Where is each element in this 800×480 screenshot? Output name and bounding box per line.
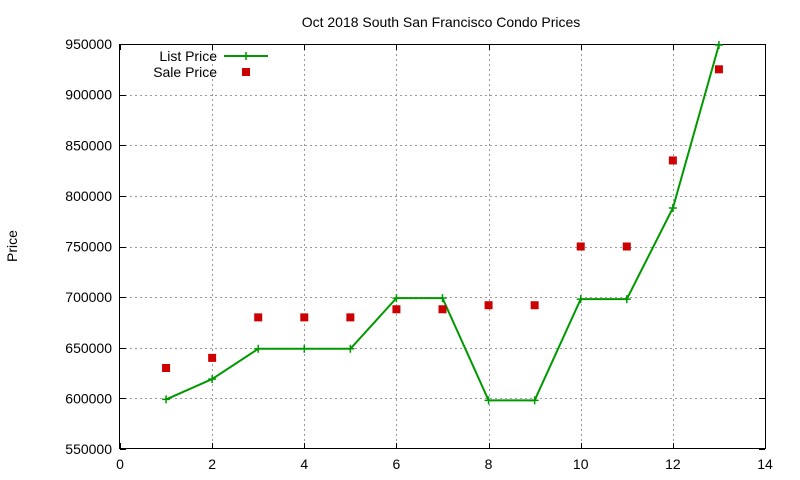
x-tick-label: 0 xyxy=(116,456,124,472)
sale-price-point xyxy=(714,65,723,74)
legend-swatch-marker xyxy=(242,68,250,76)
sale-price-point xyxy=(530,301,539,310)
list-price-point xyxy=(622,295,631,304)
list-price-line xyxy=(165,44,720,402)
x-tick-label: 10 xyxy=(573,456,589,472)
list-price-point xyxy=(438,294,447,303)
grid-lines xyxy=(120,44,765,449)
sale-price-point xyxy=(208,353,217,362)
y-tick-label: 800000 xyxy=(65,188,112,204)
y-tick-label: 750000 xyxy=(65,239,112,255)
x-tick-label: 12 xyxy=(665,456,681,472)
sale-price-point xyxy=(622,242,631,251)
sale-price-point xyxy=(392,305,401,314)
y-tick-label: 900000 xyxy=(65,87,112,103)
sale-price-point xyxy=(162,364,171,372)
sale-price-point xyxy=(346,313,355,322)
list-price-point xyxy=(300,344,309,353)
x-tick-label: 14 xyxy=(757,456,773,472)
y-tick-label: 850000 xyxy=(65,137,112,153)
y-axis-label: Price xyxy=(4,230,20,262)
legend-label: Sale Price xyxy=(153,64,217,80)
list-price-point xyxy=(162,395,171,404)
sale-price-point xyxy=(484,301,493,310)
x-tick-label: 6 xyxy=(393,456,401,472)
legend-label: List Price xyxy=(159,48,217,64)
legend-swatch-marker xyxy=(242,52,250,60)
list-price-point xyxy=(484,396,493,405)
list-price-point xyxy=(530,396,539,405)
list-price-point xyxy=(208,375,217,384)
x-tick-label: 8 xyxy=(485,456,493,472)
axis-ticks: 0 2 4 6 8 10 12 14 550000 600000 650000 700000 75000… xyxy=(65,36,773,472)
list-price-point xyxy=(714,41,723,50)
y-tick-label: 700000 xyxy=(65,289,112,305)
series-layer xyxy=(162,41,723,405)
list-price-point xyxy=(668,204,677,213)
y-tick-label: 650000 xyxy=(65,340,112,356)
y-tick-label: 950000 xyxy=(65,36,112,52)
list-price-point xyxy=(392,294,401,303)
sale-price-point xyxy=(300,313,309,322)
list-price-point xyxy=(254,344,263,353)
plot-frame xyxy=(119,44,766,449)
list-price-point xyxy=(576,295,585,304)
x-tick-label: 4 xyxy=(300,456,308,472)
list-price-point xyxy=(346,344,355,353)
sale-price-point xyxy=(668,156,677,165)
y-tick-label: 550000 xyxy=(65,441,112,457)
y-tick-label: 600000 xyxy=(65,390,112,406)
sale-price-point xyxy=(254,313,263,322)
sale-price-point xyxy=(438,305,447,314)
x-tick-label: 2 xyxy=(208,456,216,472)
sale-price-point xyxy=(576,242,585,251)
chart-title: Oct 2018 South San Francisco Condo Price… xyxy=(302,14,581,30)
